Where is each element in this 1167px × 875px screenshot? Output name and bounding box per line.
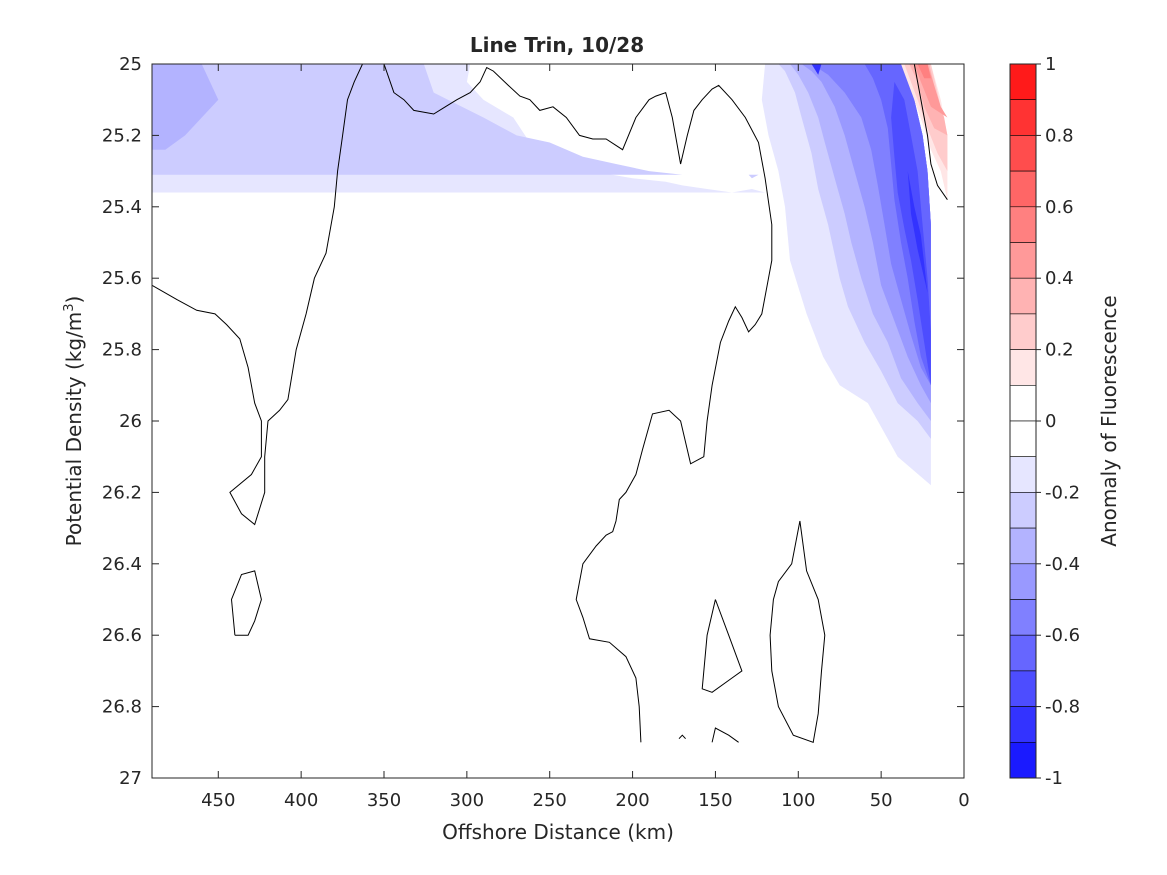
chart-title: Line Trin, 10/28	[470, 33, 644, 57]
y-axis-label-main: Potential Density (kg/m	[62, 312, 86, 547]
y-tick-label: 26.4	[102, 554, 142, 575]
filled-contour-layer	[152, 64, 948, 486]
x-axis-label: Offshore Distance (km)	[442, 820, 674, 844]
x-tick-label: 350	[367, 790, 401, 811]
colorbar-band-12	[1009, 492, 1037, 529]
colorbar-tick-label: 0.4	[1045, 268, 1074, 289]
colorbar-tick-label: -0.6	[1045, 625, 1080, 646]
filled-region-10	[907, 171, 928, 293]
colorbar-tick-label: -0.2	[1045, 482, 1080, 503]
colorbar-band-7	[1009, 313, 1037, 350]
y-axis-label-end: )	[62, 296, 86, 304]
colorbar-band-11	[1009, 456, 1037, 493]
colorbar-band-13	[1009, 527, 1037, 565]
filled-region-9	[891, 81, 931, 386]
contour-line-7	[913, 64, 948, 200]
y-tick-label: 27	[119, 768, 142, 789]
y-tick-label: 25	[119, 54, 142, 75]
y-tick-label: 25.2	[102, 125, 142, 146]
y-tick-label: 25.8	[102, 340, 142, 361]
y-axis-label-sup: 3	[62, 303, 77, 311]
colorbar-tick-label: -1	[1045, 768, 1063, 789]
contour-line-5	[678, 734, 686, 740]
colorbar-band-3	[1009, 170, 1037, 208]
filled-region-8	[864, 64, 931, 386]
x-tick-label: 250	[533, 790, 567, 811]
colorbar-band-16	[1009, 634, 1037, 672]
colorbar-label: Anomaly of Fluorescence	[1097, 295, 1121, 546]
colorbar-tick-label: 1	[1045, 54, 1056, 75]
colorbar-band-0	[1009, 63, 1037, 101]
filled-region-16	[917, 64, 931, 79]
x-tick-label: 0	[958, 790, 969, 811]
x-tick-label: 200	[615, 790, 649, 811]
y-axis-ticks: 25 25.2 25.4 25.6 25.8 26 26.2 26.4 26.6 26.8 27	[102, 54, 964, 789]
contour-line-2	[230, 570, 262, 636]
contour-line-1	[383, 64, 773, 743]
colorbar-bands	[1009, 63, 1037, 779]
x-tick-label: 300	[450, 790, 484, 811]
colorbar-band-15	[1009, 599, 1037, 636]
filled-region-1	[152, 64, 759, 179]
filled-region-2	[152, 64, 219, 150]
colorbar: 1 0.8 0.6 0.4 0.2 0 -0.2 -0.4 -0.6 -0.8 -1 Anomaly…	[1009, 54, 1121, 789]
contour-line-3	[701, 599, 743, 693]
y-tick-label: 26.6	[102, 625, 142, 646]
y-axis-label: Potential Density (kg/m3)	[62, 296, 86, 547]
filled-region-11	[811, 64, 822, 75]
x-axis-ticks: 450 400 350 300 250 200 150 100 50 0	[201, 64, 970, 811]
y-tick-label: 26.2	[102, 482, 142, 503]
y-tick-label: 26	[119, 411, 142, 432]
colorbar-band-8	[1009, 349, 1037, 386]
x-tick-label: 450	[201, 790, 235, 811]
x-tick-label: 100	[781, 790, 815, 811]
colorbar-band-18	[1009, 706, 1037, 743]
colorbar-tick-label: 0	[1045, 411, 1056, 432]
x-tick-label: 150	[698, 790, 732, 811]
colorbar-band-5	[1009, 242, 1037, 279]
contour-line-4	[769, 520, 826, 743]
contour-line-0	[152, 64, 363, 526]
colorbar-band-17	[1009, 670, 1037, 707]
colorbar-band-4	[1009, 206, 1037, 243]
y-tick-label: 25.6	[102, 268, 142, 289]
contour-line-6	[711, 727, 739, 743]
colorbar-tick-label: 0.6	[1045, 197, 1074, 218]
x-tick-label: 400	[284, 790, 318, 811]
colorbar-band-6	[1009, 277, 1037, 315]
y-tick-label: 25.4	[102, 197, 142, 218]
filled-region-15	[914, 64, 948, 118]
colorbar-tick-label: -0.8	[1045, 697, 1080, 718]
colorbar-tick-label: 0.8	[1045, 125, 1074, 146]
colorbar-band-1	[1009, 99, 1037, 136]
colorbar-band-10	[1009, 420, 1037, 458]
colorbar-tick-label: -0.4	[1045, 554, 1080, 575]
colorbar-band-9	[1009, 384, 1037, 422]
x-tick-label: 50	[870, 790, 893, 811]
colorbar-ticks: 1 0.8 0.6 0.4 0.2 0 -0.2 -0.4 -0.6 -0.8 -1	[1036, 54, 1080, 789]
filled-region-13	[904, 64, 948, 172]
plot-area: 450 400 350 300 250 200 150 100 50 0 2525.225.425…	[102, 54, 970, 811]
y-tick-label: 26.8	[102, 697, 142, 718]
colorbar-band-2	[1009, 135, 1037, 172]
contour-line-layer	[152, 64, 948, 743]
colorbar-band-14	[1009, 563, 1037, 600]
colorbar-band-19	[1009, 741, 1037, 779]
colorbar-tick-label: 0.2	[1045, 340, 1074, 361]
